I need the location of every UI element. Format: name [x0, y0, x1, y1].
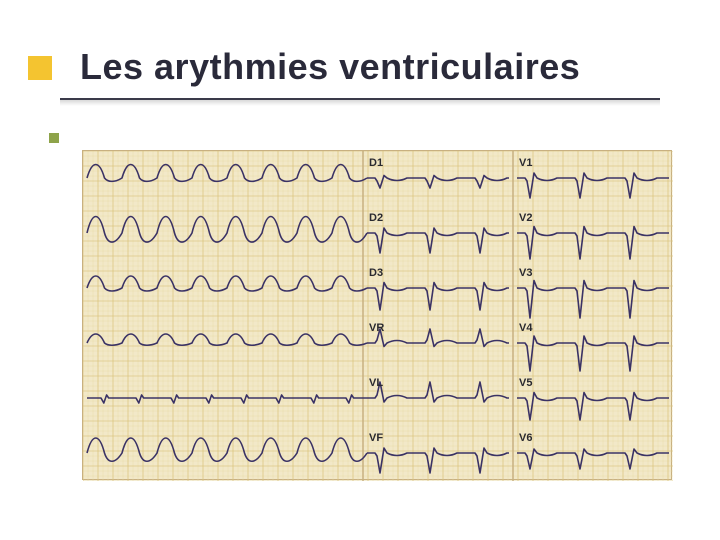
ecg-lead-label-d3: D3: [369, 267, 383, 279]
ecg-lead-label-v4: V4: [519, 322, 533, 334]
ecg-svg: D1 D2 D3 VR VL VF V1 V2 V3 V4 V5 V6: [83, 151, 673, 481]
ecg-lead-label-d2: D2: [369, 212, 383, 224]
ecg-lead-label-v5: V5: [519, 377, 532, 389]
title-bullet-square: [28, 56, 52, 80]
ecg-lead-label-v2: V2: [519, 212, 532, 224]
title-shadow: [60, 100, 660, 106]
ecg-lead-label-v3: V3: [519, 267, 532, 279]
ecg-lead-label-vf: VF: [369, 432, 383, 444]
ecg-figure: D1 D2 D3 VR VL VF V1 V2 V3 V4 V5 V6: [82, 150, 672, 480]
ecg-lead-label-v1: V1: [519, 157, 532, 169]
ecg-lead-label-vr: VR: [369, 322, 384, 334]
ecg-lead-label-d1: D1: [369, 157, 383, 169]
ecg-lead-label-vl: VL: [369, 377, 383, 389]
slide-title: Les arythmies ventriculaires: [80, 46, 580, 88]
ecg-lead-label-v6: V6: [519, 432, 532, 444]
list-bullet-dot: [49, 133, 59, 143]
